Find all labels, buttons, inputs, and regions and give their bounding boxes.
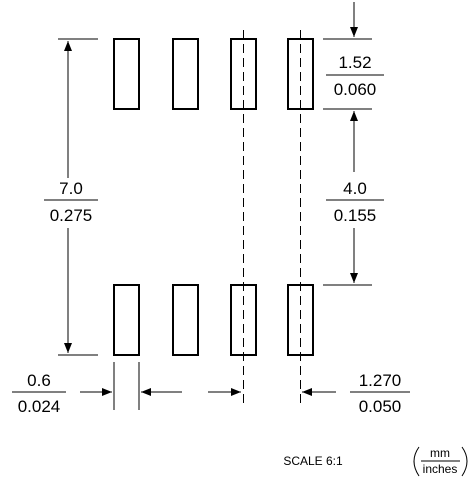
right-paren: [461, 446, 468, 477]
row-gap-inches: 0.155: [334, 206, 377, 225]
pad-width-dimension: [12, 362, 182, 410]
pad-top-2: [172, 38, 199, 110]
scale-label: SCALE 6:1: [283, 454, 343, 468]
overall-height-mm: 7.0: [59, 179, 83, 198]
pad-top-1: [113, 38, 140, 110]
left-paren: [413, 446, 420, 477]
unit-bottom-label: inches: [423, 462, 458, 476]
pad-bottom-2: [172, 284, 199, 356]
pad-width-inches: 0.024: [18, 397, 61, 416]
pad-length-inches: 0.060: [334, 80, 377, 99]
row-gap-dimension: [323, 111, 384, 286]
top-pad-row: [113, 38, 314, 110]
row-gap-mm: 4.0: [343, 179, 367, 198]
bottom-pad-row: [113, 284, 314, 356]
pitch-mm: 1.270: [359, 371, 402, 390]
unit-top-label: mm: [430, 446, 450, 460]
pad-centerlines: [243, 30, 301, 405]
pitch-inches: 0.050: [359, 397, 402, 416]
pad-bottom-1: [113, 284, 140, 356]
pad-length-dimension: [323, 2, 384, 110]
overall-height-inches: 0.275: [50, 206, 93, 225]
pad-width-mm: 0.6: [27, 371, 51, 390]
overall-height-dimension: [44, 38, 98, 356]
pad-length-mm: 1.52: [338, 53, 371, 72]
unit-legend: [413, 446, 468, 477]
